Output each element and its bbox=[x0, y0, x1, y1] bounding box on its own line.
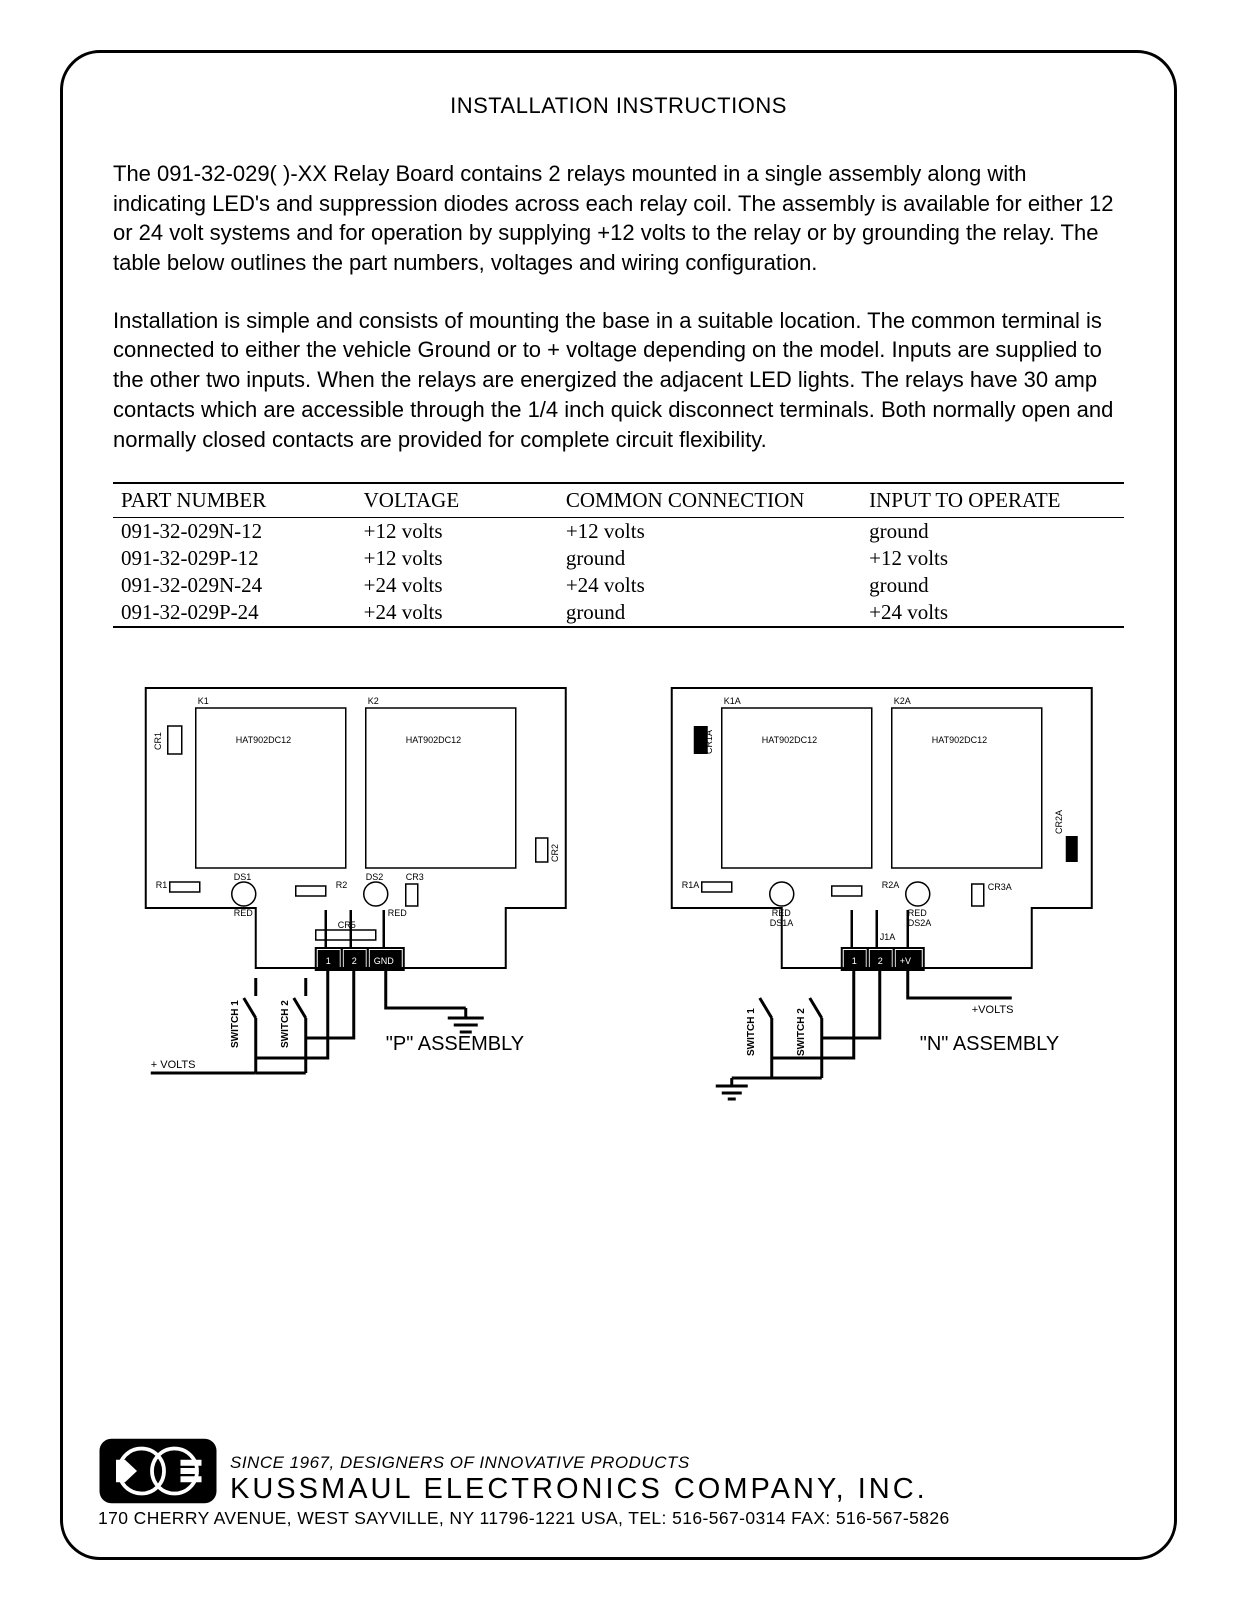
label-cr1: CR1 bbox=[153, 732, 163, 750]
label-r2: R2 bbox=[336, 880, 348, 890]
label-j1a: J1A bbox=[879, 932, 895, 942]
label-volts: + VOLTS bbox=[151, 1059, 196, 1071]
label-cr3: CR3 bbox=[406, 872, 424, 882]
document-frame: INSTALLATION INSTRUCTIONS The 091-32-029… bbox=[60, 50, 1177, 1560]
label-k1a: K1A bbox=[723, 696, 740, 706]
svg-text:1: 1 bbox=[326, 956, 331, 966]
label-red: RED bbox=[771, 908, 791, 918]
col-common: COMMON CONNECTION bbox=[558, 483, 861, 518]
company-logo-icon bbox=[98, 1436, 218, 1506]
table-row: 091-32-029P-24 +24 volts ground +24 volt… bbox=[113, 599, 1124, 627]
label-cr2: CR2 bbox=[550, 844, 560, 862]
label-switch1: SWITCH 1 bbox=[230, 1000, 241, 1048]
svg-text:1: 1 bbox=[851, 956, 856, 966]
label-relay-part: HAT902DC12 bbox=[236, 735, 291, 745]
label-cr1a: CR1A bbox=[703, 730, 713, 754]
label-switch2: SWITCH 2 bbox=[280, 1000, 291, 1048]
footer-tagline: SINCE 1967, DESIGNERS OF INNOVATIVE PROD… bbox=[230, 1453, 1139, 1473]
label-cr3a: CR3A bbox=[987, 882, 1011, 892]
col-voltage: VOLTAGE bbox=[356, 483, 558, 518]
label-k2a: K2A bbox=[893, 696, 910, 706]
label-ds1a: DS1A bbox=[769, 918, 793, 928]
label-r2a: R2A bbox=[881, 880, 899, 890]
svg-text:GND: GND bbox=[374, 956, 395, 966]
label-cr2a: CR2A bbox=[1053, 810, 1063, 834]
table-header-row: PART NUMBER VOLTAGE COMMON CONNECTION IN… bbox=[113, 483, 1124, 518]
label-relay-part: HAT902DC12 bbox=[761, 735, 816, 745]
label-ds1: DS1 bbox=[234, 872, 252, 882]
diagram-n-assembly: K1A HAT902DC12 K2A HAT902DC12 CR1A CR2A … bbox=[639, 678, 1125, 1108]
label-red: RED bbox=[907, 908, 927, 918]
label-switch2-n: SWITCH 2 bbox=[795, 1008, 806, 1056]
table-row: 091-32-029P-12 +12 volts ground +12 volt… bbox=[113, 545, 1124, 572]
label-r1: R1 bbox=[156, 880, 168, 890]
label-k1: K1 bbox=[198, 696, 209, 706]
label-switch1-n: SWITCH 1 bbox=[745, 1008, 756, 1056]
col-part-number: PART NUMBER bbox=[113, 483, 356, 518]
label-relay-part: HAT902DC12 bbox=[931, 735, 986, 745]
footer-company: KUSSMAUL ELECTRONICS COMPANY, INC. bbox=[230, 1473, 1139, 1506]
label-p-assembly: "P" ASSEMBLY bbox=[386, 1033, 524, 1055]
table-row: 091-32-029N-12 +12 volts +12 volts groun… bbox=[113, 518, 1124, 546]
paragraph-1: The 091-32-029( )-XX Relay Board contain… bbox=[113, 159, 1124, 278]
svg-text:2: 2 bbox=[352, 956, 357, 966]
footer-address: 170 CHERRY AVENUE, WEST SAYVILLE, NY 117… bbox=[98, 1508, 1139, 1529]
label-n-assembly: "N" ASSEMBLY bbox=[919, 1033, 1058, 1055]
diagrams-row: K1 HAT902DC12 K2 HAT902DC12 CR1 CR2 R1 D… bbox=[113, 678, 1124, 1108]
parts-table: PART NUMBER VOLTAGE COMMON CONNECTION IN… bbox=[113, 482, 1124, 628]
table-row: 091-32-029N-24 +24 volts +24 volts groun… bbox=[113, 572, 1124, 599]
col-input: INPUT TO OPERATE bbox=[861, 483, 1124, 518]
label-relay-part: HAT902DC12 bbox=[406, 735, 461, 745]
page: INSTALLATION INSTRUCTIONS The 091-32-029… bbox=[0, 0, 1237, 1600]
label-red: RED bbox=[388, 908, 408, 918]
label-ds2a: DS2A bbox=[907, 918, 931, 928]
label-volts-n: +VOLTS bbox=[971, 1004, 1013, 1016]
footer: SINCE 1967, DESIGNERS OF INNOVATIVE PROD… bbox=[98, 1436, 1139, 1529]
label-r1a: R1A bbox=[681, 880, 699, 890]
svg-text:+V: +V bbox=[899, 956, 910, 966]
label-ds2: DS2 bbox=[366, 872, 384, 882]
diagram-p-assembly: K1 HAT902DC12 K2 HAT902DC12 CR1 CR2 R1 D… bbox=[113, 678, 599, 1108]
svg-text:2: 2 bbox=[877, 956, 882, 966]
label-k2: K2 bbox=[368, 696, 379, 706]
label-cr5: CR5 bbox=[338, 920, 356, 930]
paragraph-2: Installation is simple and consists of m… bbox=[113, 306, 1124, 454]
label-red: RED bbox=[234, 908, 254, 918]
page-title: INSTALLATION INSTRUCTIONS bbox=[113, 93, 1124, 119]
